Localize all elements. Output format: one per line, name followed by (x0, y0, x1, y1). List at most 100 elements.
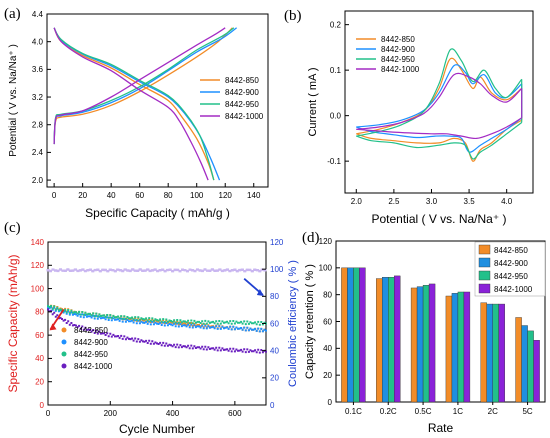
panel-c-right-ytick-label: 20 (270, 374, 279, 383)
panel-d-legend-swatch (478, 257, 491, 268)
panel-d-bar (382, 277, 389, 403)
panel-d-ytick-label: 80 (323, 290, 332, 299)
panel-a-legend-label: 8442-950 (225, 100, 259, 109)
panel-b-cathodic-curve (356, 117, 523, 140)
panel-b-cathodic-curve (356, 117, 523, 153)
panel-d-bar (498, 303, 505, 403)
panel-b-anodic-curve (356, 64, 523, 128)
panel-b: 2.0 2.5 3.0 3.5 4.0 -0.1 0.0 0.1 0.2 Potential ( … (307, 10, 534, 226)
panel-c-ytick-label: 60 (35, 331, 44, 340)
panel-c-legend-label: 8442-1000 (74, 362, 113, 371)
panel-b-ytick-label: 0.0 (330, 111, 342, 120)
panel-d-bar (416, 286, 424, 403)
panel-a: 0 20 40 60 80 100 120 140 2.0 2.4 2.8 3.2 3.6 4.0 4.4 S… (8, 10, 269, 220)
panel-c-capacity-series (47, 305, 267, 326)
panel-c-efficiency-series (46, 269, 267, 273)
panel-d-bar (527, 330, 534, 403)
panel-c-legend-marker (61, 363, 67, 369)
panel-d-xtick-label: 0.5C (415, 407, 432, 416)
panel-a-charge-curve (53, 27, 235, 145)
panel-c-xtick-label: 600 (228, 409, 242, 418)
panel-b-legend-label: 8442-950 (381, 55, 415, 64)
panel-d-bar (422, 285, 430, 403)
panel-b-ytick-label: 0.2 (330, 20, 342, 29)
panel-c-right-ytick-label: 80 (270, 292, 279, 301)
panel-b-legend-label: 8442-1000 (381, 65, 420, 74)
panel-a-ytick-label: 3.6 (32, 65, 44, 74)
panel-c-ytick-label: 100 (31, 284, 45, 293)
panel-a-discharge-curve (53, 27, 215, 181)
panel-b-legend-label: 8442-900 (381, 45, 415, 54)
panel-c-right-ytick-label: 100 (270, 265, 284, 274)
panel-d-bar (445, 295, 453, 403)
panel-a-xtick-label: 60 (135, 191, 144, 200)
panel-d-bar (428, 283, 436, 403)
panel-c-xtick-label: 200 (104, 409, 118, 418)
panel-d-legend-label: 8442-1000 (494, 285, 533, 294)
panel-a-ytick-label: 3.2 (32, 93, 44, 102)
panel-d-bar (410, 287, 418, 403)
panel-c-ytick-label: 40 (35, 354, 44, 363)
panel-d-bar (521, 325, 528, 403)
panel-b-xtick-label: 3.0 (426, 197, 438, 206)
panel-d-bar (486, 303, 493, 403)
panel-c-right-ytick-label: 120 (270, 238, 284, 247)
panel-d-legend-swatch (478, 244, 491, 255)
panel-b-ylabel: Current ( mA ) (307, 67, 319, 136)
panel-c-ytick-label: 20 (35, 378, 44, 387)
panel-a-discharge-curve (53, 27, 209, 181)
panel-d-ytick-label: 0 (328, 398, 333, 407)
panel-c-right-ytick-label: 60 (270, 319, 279, 328)
panel-b-cathodic-curve (356, 122, 523, 160)
panel-b-frame (344, 10, 534, 194)
panel-a-ytick-label: 2.4 (32, 148, 44, 157)
panel-b-ytick-label: -0.1 (327, 157, 341, 166)
panel-a-xtick-label: 40 (107, 191, 116, 200)
panel-a-legend-label: 8442-1000 (225, 112, 264, 121)
panel-d-bar (451, 293, 459, 403)
panel-a-xtick-label: 0 (52, 191, 57, 200)
panel-b-cathodic-curve (356, 119, 523, 162)
panel-a-xtick-label: 80 (164, 191, 173, 200)
panel-c-efficiency-arrowhead (256, 288, 264, 296)
panel-c-ytick-label: 80 (35, 308, 44, 317)
panel-c-legend-label: 8442-900 (74, 338, 108, 347)
panel-d-bar (463, 291, 471, 403)
panel-c-legend-label: 8442-850 (74, 326, 108, 335)
panel-d-bar (359, 267, 366, 403)
panel-d-xtick-label: 0.1C (345, 407, 362, 416)
panel-d-bar (347, 267, 354, 403)
panel-d-bar (492, 303, 499, 403)
panel-c-ylabel: Specific Capacity (mAh/g) (6, 254, 20, 392)
panel-d-ytick-label: 20 (323, 371, 332, 380)
panel-c-xtick-label: 0 (46, 409, 51, 418)
panel-c-ytick-label: 120 (31, 261, 45, 270)
panel-d-legend-swatch (478, 270, 491, 281)
panel-d-legend-label: 8442-850 (494, 246, 528, 255)
panel-d-bar (480, 302, 487, 403)
panel-b-xtick-label: 2.0 (351, 197, 363, 206)
panel-d-bar (376, 278, 383, 403)
panel-letter-a: (a) (4, 6, 21, 22)
panel-d: 0.1C 0.2C 0.5C 1C 2C 5C 0 20 40 60 80 100 120 Rate Cap… (304, 237, 546, 435)
panel-a-ytick-label: 2.0 (32, 176, 44, 185)
panel-d-ytick-label: 100 (319, 264, 333, 273)
panel-b-anodic-curve (356, 48, 523, 137)
panel-d-bar (457, 291, 465, 403)
panel-c-capacity-series (47, 306, 267, 333)
panel-a-charge-curve (53, 27, 226, 145)
panel-letter-c: (c) (4, 220, 21, 236)
panel-letter-b: (b) (284, 8, 302, 24)
panel-d-ytick-label: 40 (323, 344, 332, 353)
panel-a-legend-label: 8442-900 (225, 88, 259, 97)
panel-b-xlabel: Potential ( V vs. Na/Na⁺ ) (371, 212, 506, 226)
panel-a-xtick-label: 20 (78, 191, 87, 200)
panel-c-legend-marker (61, 339, 67, 345)
panel-c-efficiency-series (46, 268, 267, 272)
panel-d-bar (533, 340, 540, 403)
panel-d-legend-label: 8442-950 (494, 272, 528, 281)
panel-c-capacity-arrowhead (49, 323, 57, 331)
panel-d-bar (388, 277, 395, 403)
panel-d-xlabel: Rate (428, 421, 454, 435)
